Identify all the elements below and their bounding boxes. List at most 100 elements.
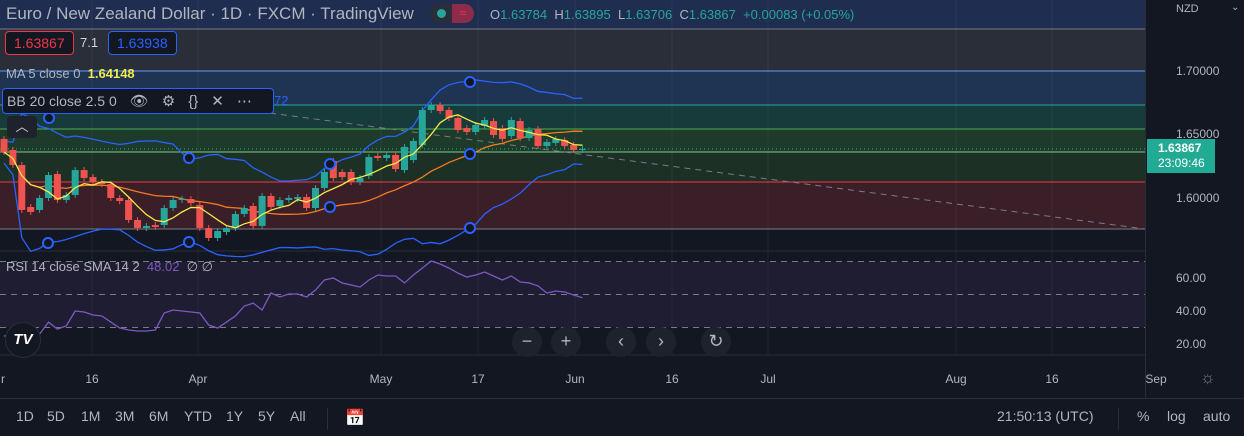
clock-timezone[interactable]: 21:50:13 (UTC) bbox=[997, 408, 1094, 424]
candle-up bbox=[62, 194, 70, 201]
bottom-toolbar: 1D 5D 1M 3M 6M YTD 1Y 5Y All 📅 21:50:13 … bbox=[0, 398, 1244, 436]
market-open-dot-icon bbox=[437, 9, 446, 18]
ma-value: 1.64148 bbox=[87, 66, 135, 81]
open-label: O bbox=[490, 7, 501, 22]
spread-value: 7.1 bbox=[80, 35, 99, 50]
time-label: 16 bbox=[665, 372, 679, 386]
candle-down bbox=[570, 145, 578, 150]
time-label: May bbox=[369, 372, 393, 386]
auto-toggle[interactable]: auto bbox=[1203, 408, 1231, 424]
bb-upper-band bbox=[3, 79, 583, 182]
time-label: Jul bbox=[760, 372, 776, 386]
candle-down bbox=[436, 105, 444, 112]
candle-down bbox=[445, 109, 453, 118]
market-status-toggle[interactable]: ≈ bbox=[430, 4, 474, 23]
candle-up bbox=[169, 200, 177, 209]
scroll-left-button[interactable]: ‹ bbox=[606, 327, 636, 357]
candle-up bbox=[472, 124, 480, 132]
gear-icon[interactable]: ⚙ bbox=[161, 93, 176, 110]
log-toggle[interactable]: log bbox=[1167, 408, 1186, 424]
chart-canvas[interactable] bbox=[0, 0, 1145, 398]
candle-up bbox=[231, 214, 239, 228]
drawing-anchor-handle bbox=[183, 152, 195, 164]
symbol-title[interactable]: Euro / New Zealand Dollar · 1D · FXCM · … bbox=[6, 4, 414, 23]
range-all[interactable]: All bbox=[290, 408, 306, 424]
settings-sun-icon[interactable]: ☼ bbox=[1200, 368, 1216, 387]
rsi-axis-label: 60.00 bbox=[1176, 271, 1207, 285]
braces-icon[interactable]: {} bbox=[188, 92, 199, 110]
bar-countdown: 23:09:46 bbox=[1158, 156, 1205, 170]
tradingview-logo[interactable]: TV bbox=[5, 322, 41, 358]
range-1y[interactable]: 1Y bbox=[226, 408, 244, 424]
candle-up bbox=[356, 178, 364, 182]
fib-zone bbox=[0, 129, 1145, 153]
rsi-axis-label: 40.00 bbox=[1176, 304, 1207, 318]
drawing-anchor-handle bbox=[324, 158, 336, 170]
range-ytd[interactable]: YTD bbox=[184, 408, 212, 424]
candle-down bbox=[329, 161, 337, 179]
candle-down bbox=[89, 177, 97, 182]
rsi-extra: ∅ ∅ bbox=[186, 259, 213, 274]
high-value: 1.63895 bbox=[563, 7, 611, 22]
drawing-anchor-handle bbox=[324, 201, 336, 213]
candle-down bbox=[347, 171, 355, 182]
time-label: r bbox=[1, 372, 5, 386]
price-axis[interactable]: NZD ⌄ 1.70000 1.65000 1.60000 1.63867 23:… bbox=[1145, 0, 1244, 398]
rsi-legend[interactable]: RSI 14 close SMA 14 2 48.02 ∅ ∅ bbox=[6, 259, 213, 275]
collapse-legend-button[interactable]: ︿ bbox=[7, 116, 37, 138]
go-to-date-calendar-icon[interactable]: 📅 bbox=[345, 410, 365, 427]
candle-down bbox=[9, 149, 17, 165]
candle-down bbox=[0, 138, 8, 153]
range-5d[interactable]: 5D bbox=[47, 408, 65, 424]
high-label: H bbox=[554, 7, 564, 22]
candle-up bbox=[258, 195, 266, 226]
drawing-anchor-handle bbox=[183, 236, 195, 248]
buy-button[interactable]: 1.63938 bbox=[108, 31, 177, 55]
time-label: Apr bbox=[188, 372, 208, 386]
bb-legend[interactable]: BB 20 close 2.5 0 👁 ⚙ {} ✕ ⋯ bbox=[2, 88, 274, 114]
candle-down bbox=[98, 181, 106, 185]
more-icon[interactable]: ⋯ bbox=[236, 93, 252, 110]
drawing-anchor-handle bbox=[464, 76, 476, 88]
ma-legend[interactable]: MA 5 close 0 1.64148 bbox=[6, 66, 135, 81]
range-5y[interactable]: 5Y bbox=[258, 408, 276, 424]
range-6m[interactable]: 6M bbox=[149, 408, 169, 424]
candle-down bbox=[27, 207, 35, 212]
candle-up bbox=[285, 198, 293, 201]
eye-icon[interactable]: 👁 bbox=[129, 93, 149, 110]
range-3m[interactable]: 3M bbox=[115, 408, 135, 424]
drawing-anchor-handle bbox=[43, 112, 55, 124]
price-label: 1.60000 bbox=[1176, 191, 1220, 205]
low-label: L bbox=[617, 7, 626, 22]
candle-down bbox=[516, 121, 524, 139]
chevron-down-icon[interactable]: ⌄ bbox=[1231, 2, 1240, 13]
sell-button[interactable]: 1.63867 bbox=[5, 31, 74, 55]
reset-chart-button[interactable]: ↻ bbox=[701, 327, 731, 357]
close-icon[interactable]: ✕ bbox=[211, 93, 224, 110]
range-1d[interactable]: 1D bbox=[16, 408, 34, 424]
currency-label[interactable]: NZD bbox=[1176, 3, 1199, 15]
candle-up bbox=[160, 208, 168, 226]
drawing-anchor-handle bbox=[42, 237, 54, 249]
percent-toggle[interactable]: % bbox=[1137, 408, 1150, 424]
candle-down bbox=[187, 199, 195, 204]
scroll-right-button[interactable]: › bbox=[646, 327, 676, 357]
fib-zone bbox=[0, 152, 1145, 182]
candle-up bbox=[71, 170, 79, 195]
candle-down bbox=[80, 170, 88, 179]
candle-up bbox=[294, 196, 302, 200]
candle-down bbox=[534, 129, 542, 147]
ohlc-readout: O1.63784 H1.63895 L1.63706 C1.63867 +0.0… bbox=[490, 7, 854, 22]
zoom-out-button[interactable]: − bbox=[512, 327, 542, 357]
range-1m[interactable]: 1M bbox=[81, 408, 101, 424]
time-label: Aug bbox=[945, 372, 967, 386]
price-label: 1.65000 bbox=[1176, 127, 1220, 141]
candle-up bbox=[45, 175, 52, 198]
zoom-in-button[interactable]: + bbox=[551, 327, 581, 357]
candle-up bbox=[525, 130, 533, 139]
ma5-line bbox=[3, 114, 583, 229]
bb-label: BB 20 close 2.5 0 bbox=[7, 93, 117, 109]
candle-up bbox=[481, 120, 489, 126]
fib-zone bbox=[0, 28, 1145, 72]
candle-up bbox=[401, 146, 408, 171]
